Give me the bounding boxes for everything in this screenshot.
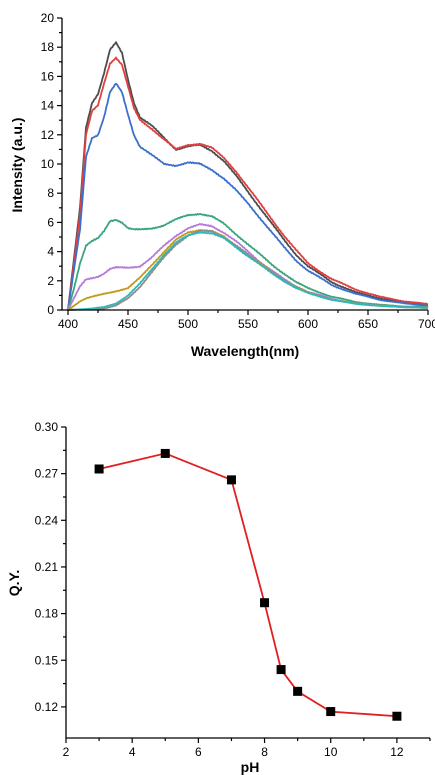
- qy-point: [260, 598, 270, 608]
- y-tick-label: 20: [41, 11, 55, 25]
- spectra-series-group: [67, 41, 429, 311]
- y-tick-label: 16: [41, 69, 55, 83]
- y-tick-label: 0.24: [35, 513, 59, 527]
- x-tick-label: 4: [129, 745, 136, 759]
- x-tick-label: 500: [178, 317, 198, 331]
- y-tick-label: 0.18: [35, 607, 59, 621]
- y-tick-label: 6: [47, 215, 54, 229]
- qy-series-group: [94, 448, 402, 721]
- y-tick-label: 8: [47, 186, 54, 200]
- x-tick-label: 650: [358, 317, 378, 331]
- y-tick-label: 4: [47, 245, 54, 259]
- qy-point: [160, 448, 170, 458]
- y-tick-label: 18: [41, 40, 55, 54]
- y-tick-label: 0.15: [35, 653, 59, 667]
- x-tick-label: 400: [58, 317, 78, 331]
- qy-point: [293, 686, 303, 696]
- x-tick-label: 700: [418, 317, 435, 331]
- y-tick-label: 2: [47, 274, 54, 288]
- y-tick-label: 0.12: [35, 700, 59, 714]
- y-tick-label: 14: [41, 99, 55, 113]
- chart2-x-axis: 2 4 6 8 10 12: [63, 738, 431, 759]
- x-tick-label: 450: [118, 317, 138, 331]
- x-tick-label: 550: [238, 317, 258, 331]
- x-tick-label: 2: [63, 745, 70, 759]
- y-tick-label: 10: [41, 157, 55, 171]
- x-tick-label: 6: [195, 745, 202, 759]
- spectrum-line: [67, 41, 429, 311]
- y-tick-label: 0.27: [35, 467, 59, 481]
- qy-point: [94, 464, 104, 474]
- spectrum-line: [67, 56, 429, 311]
- qy-line: [98, 452, 397, 718]
- quantum-yield-chart: 2 4 6 8 10 12 0.12 0.15 0.18 0.21 0.24 0.27 0.30 pH…: [6, 420, 431, 775]
- spectrum-line: [67, 231, 429, 311]
- y-tick-label: 0.21: [35, 560, 59, 574]
- chart1-x-axis-title: Wavelength(nm): [191, 343, 299, 359]
- chart1-y-axis: 0 2 4 6 8 10 12 14 16 18 20: [41, 11, 62, 317]
- qy-point: [226, 475, 236, 485]
- chart2-y-axis-title: Q.Y.: [6, 570, 22, 596]
- qy-point: [276, 665, 286, 675]
- spectrum-line: [67, 82, 429, 311]
- x-tick-label: 10: [324, 745, 338, 759]
- chart2-axes: [65, 427, 430, 739]
- chart1-y-axis-title: Intensity (a.u.): [9, 118, 25, 213]
- chart1-axes: [61, 18, 428, 311]
- y-tick-label: 12: [41, 128, 55, 142]
- x-tick-label: 600: [298, 317, 318, 331]
- qy-point: [326, 707, 336, 717]
- y-tick-label: 0.30: [35, 420, 59, 434]
- chart2-x-axis-title: pH: [241, 759, 260, 775]
- chart2-y-axis: 0.12 0.15 0.18 0.21 0.24 0.27 0.30: [35, 420, 66, 714]
- emission-spectra-chart: 400 450 500 550 600 650 700 02468101214161820 …: [9, 11, 435, 359]
- qy-point: [392, 711, 402, 721]
- x-tick-label: 12: [390, 745, 404, 759]
- y-tick-label: 0: [47, 303, 54, 317]
- x-tick-label: 8: [261, 745, 268, 759]
- chart1-x-axis: 400 450 500 550 600 650 700: [58, 310, 435, 331]
